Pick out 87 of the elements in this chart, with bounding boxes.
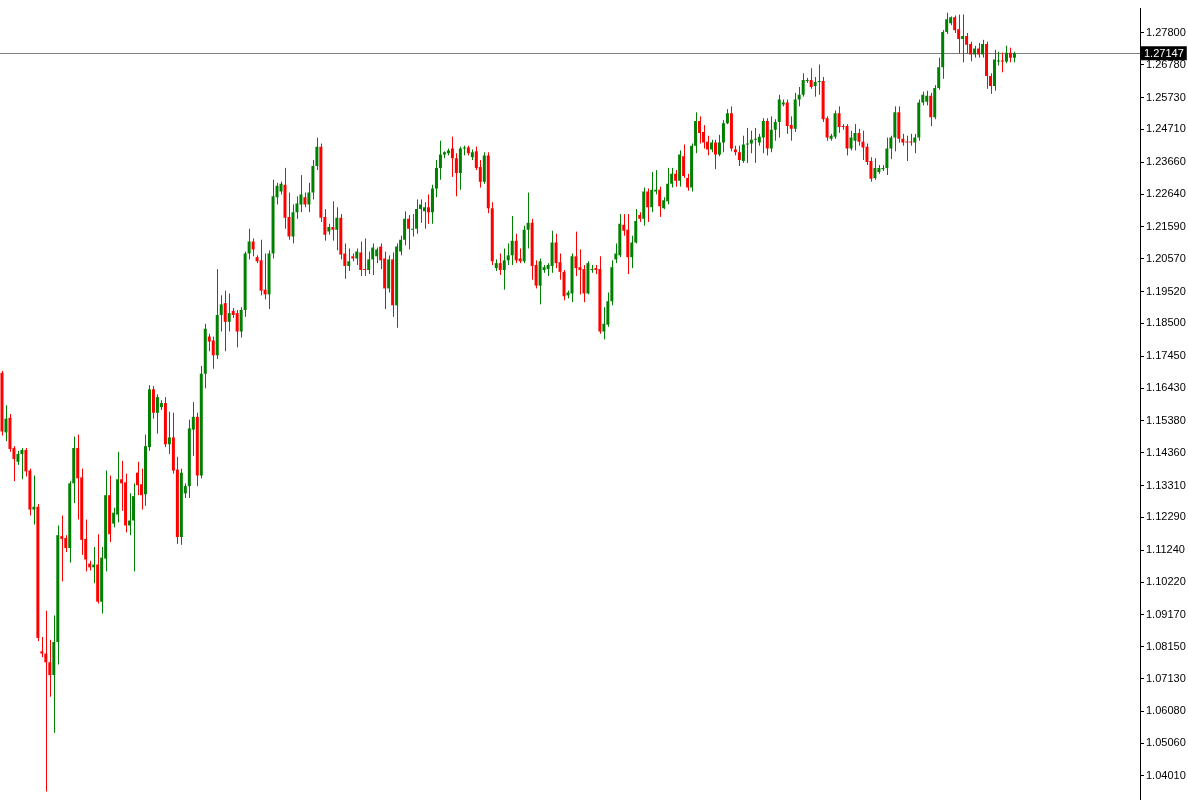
y-tick-label: 1.21590 xyxy=(1146,219,1186,232)
candlestick xyxy=(60,515,64,582)
candlestick xyxy=(211,336,215,370)
candlestick xyxy=(427,193,430,225)
y-tick-label: 1.19520 xyxy=(1146,284,1186,297)
y-tick-label: 1.22640 xyxy=(1146,187,1186,200)
candlestick xyxy=(817,64,821,96)
candlestick xyxy=(335,206,339,251)
candlestick xyxy=(909,133,913,147)
candlestick xyxy=(151,385,155,420)
candlestick xyxy=(502,247,506,291)
candlestick xyxy=(965,32,969,55)
y-tick-label: 1.09170 xyxy=(1146,607,1186,620)
y-tick-label: 1.04010 xyxy=(1146,769,1186,782)
y-tick-label: 1.12290 xyxy=(1146,510,1186,523)
y-tick-label: 1.27800 xyxy=(1146,25,1186,38)
candlestick xyxy=(837,105,841,134)
candlestick xyxy=(753,127,757,164)
candlestick xyxy=(510,215,514,266)
y-tick-label: 1.17450 xyxy=(1146,349,1186,362)
y-tick-label: 1.13310 xyxy=(1146,478,1186,491)
candlestick xyxy=(136,461,140,496)
candlestick xyxy=(749,130,753,154)
y-tick-label: 1.08150 xyxy=(1146,639,1186,652)
candlestick xyxy=(247,228,251,260)
candlestick xyxy=(227,292,231,333)
candlestick xyxy=(239,306,243,338)
y-tick-label: 1.11240 xyxy=(1146,543,1185,556)
y-tick-label: 1.18500 xyxy=(1146,316,1186,329)
candlestick xyxy=(411,213,415,238)
candlestick xyxy=(454,152,458,197)
y-tick-label: 1.10220 xyxy=(1146,575,1186,588)
candlestick xyxy=(423,201,427,230)
candlestick xyxy=(550,230,554,274)
candlestick xyxy=(155,393,159,435)
candlestick xyxy=(407,214,411,250)
y-tick-label: 1.25730 xyxy=(1146,90,1186,103)
candlestick xyxy=(849,130,853,151)
candlestick xyxy=(658,186,662,218)
candlestick xyxy=(646,188,650,223)
candlestick xyxy=(813,76,817,98)
y-tick-label: 1.24710 xyxy=(1146,122,1186,135)
candlestick xyxy=(434,159,438,198)
y-tick-label: 1.14360 xyxy=(1146,445,1186,458)
y-tick-label: 1.20570 xyxy=(1146,251,1186,264)
candlestick xyxy=(32,475,36,526)
candlestick xyxy=(167,411,171,455)
candlestick xyxy=(666,167,670,205)
candlestick xyxy=(4,404,8,442)
candlestick xyxy=(873,157,877,181)
candlestick xyxy=(438,140,442,181)
y-tick-label: 1.05060 xyxy=(1146,736,1186,749)
candlestick xyxy=(128,492,132,536)
y-tick-label: 1.23660 xyxy=(1146,155,1186,168)
candlestick xyxy=(721,119,725,153)
candlestick xyxy=(682,143,686,179)
candlestick xyxy=(650,171,654,213)
ref-line-label: 1.27147 xyxy=(1144,46,1184,59)
candlestick xyxy=(801,72,805,98)
candlestick xyxy=(430,184,434,225)
candlestick xyxy=(554,233,558,269)
candlestick xyxy=(223,290,227,352)
y-tick-label: 1.16430 xyxy=(1146,381,1186,394)
candlestick xyxy=(961,14,965,63)
candlestick xyxy=(506,242,510,266)
y-tick-label: 1.26780 xyxy=(1146,57,1186,70)
y-tick-label: 1.06080 xyxy=(1146,704,1186,717)
candlestick xyxy=(347,247,351,272)
y-tick-label: 1.15380 xyxy=(1146,413,1186,426)
candlestick xyxy=(717,134,721,157)
candlestick xyxy=(367,251,371,275)
candlestick xyxy=(574,231,578,277)
candlestick xyxy=(773,118,777,142)
y-tick-label: 1.07130 xyxy=(1146,671,1186,684)
candlestick xyxy=(769,115,773,153)
candlestick xyxy=(363,237,367,277)
candlestick xyxy=(219,294,223,333)
candlestick xyxy=(526,192,530,249)
candlestick xyxy=(698,115,702,145)
candlestick xyxy=(741,135,745,164)
candlestick xyxy=(415,198,419,235)
candlestick xyxy=(40,636,44,658)
candlestick xyxy=(777,94,781,139)
candlestick xyxy=(371,242,375,276)
candlestick xyxy=(44,610,48,793)
candlestick xyxy=(514,233,518,264)
candlestick xyxy=(745,127,749,164)
